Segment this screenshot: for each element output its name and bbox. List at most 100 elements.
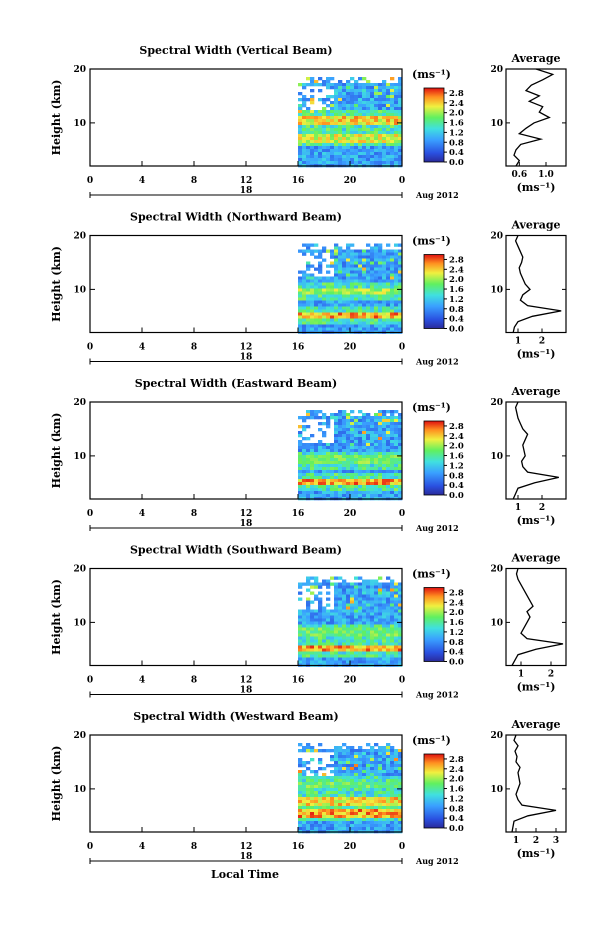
heatmap-cell: [398, 89, 403, 93]
heatmap-cell: [398, 131, 403, 135]
heatmap-cell: [374, 270, 379, 274]
heatmap-cell: [398, 621, 403, 625]
heatmap-cell: [362, 312, 367, 316]
heatmap-cell: [310, 119, 315, 123]
heatmap-cell: [298, 446, 303, 450]
heatmap-cell: [378, 479, 383, 483]
heatmap-cell: [374, 279, 379, 283]
heatmap-cell: [374, 422, 379, 426]
heatmap-cell: [382, 491, 387, 495]
heatmap-cell: [398, 654, 403, 658]
heatmap-cell: [338, 158, 343, 162]
heatmap-cell: [382, 309, 387, 313]
heatmap-cell: [366, 449, 371, 453]
heatmap-cell: [374, 470, 379, 474]
heatmap-cell: [318, 482, 323, 486]
heatmap-cell: [306, 324, 311, 328]
heatmap-cell: [398, 776, 403, 780]
heatmap-cell: [378, 773, 383, 777]
heatmap-cell: [334, 98, 339, 102]
heatmap-cell: [310, 110, 315, 114]
heatmap-cell: [330, 458, 335, 462]
heatmap-cell: [370, 657, 375, 661]
heatmap-cell: [322, 131, 327, 135]
heatmap-cell: [362, 315, 367, 319]
heatmap-cell: [334, 137, 339, 141]
heatmap-cell: [362, 755, 367, 759]
heatmap-cell: [338, 246, 343, 250]
heatmap-cell: [390, 642, 395, 646]
heatmap-cell: [362, 77, 367, 81]
heatmap-cell: [374, 309, 379, 313]
heatmap-cell: [366, 624, 371, 628]
heatmap-cell: [346, 809, 351, 813]
heatmap-cell: [298, 104, 303, 108]
heatmap-cell: [346, 116, 351, 120]
heatmap-cell: [374, 633, 379, 637]
heatmap-cell: [302, 104, 307, 108]
heatmap-cell: [334, 482, 339, 486]
heatmap-cell: [374, 594, 379, 598]
heatmap-cell: [398, 321, 403, 325]
panel-1: Spectral Width (Northward Beam)2010Heigh…: [50, 211, 567, 367]
heatmap-cell: [318, 315, 323, 319]
heatmap-cell: [318, 761, 323, 765]
heatmap-cell: [398, 434, 403, 438]
heatmap-cell: [338, 288, 343, 292]
colorbar-unit: (ms⁻¹): [412, 235, 451, 248]
heatmap-cell: [390, 431, 395, 435]
heatmap-cell: [314, 143, 319, 147]
heatmap-cell: [346, 657, 351, 661]
heatmap-cell: [386, 612, 391, 616]
heatmap-cell: [298, 582, 303, 586]
heatmap-cell: [318, 291, 323, 295]
heatmap-cell: [322, 143, 327, 147]
heatmap-cell: [394, 758, 399, 762]
heatmap-cell: [390, 306, 395, 310]
heatmap-cell: [354, 431, 359, 435]
heatmap-cell: [366, 645, 371, 649]
heatmap-cell: [338, 660, 343, 664]
heatmap-cell: [342, 425, 347, 429]
heatmap-cell: [374, 267, 379, 271]
heatmap-cell: [386, 824, 391, 828]
heatmap-cell: [354, 146, 359, 150]
colorbar-unit: (ms⁻¹): [412, 568, 451, 581]
heatmap-cell: [338, 464, 343, 468]
heatmap-cell: [378, 143, 383, 147]
heatmap-cell: [310, 146, 315, 150]
heatmap-cell: [318, 77, 323, 81]
heatmap-cell: [366, 464, 371, 468]
heatmap-cell: [362, 443, 367, 447]
heatmap-cell: [398, 261, 403, 265]
heatmap-cell: [354, 125, 359, 129]
heatmap-cell: [310, 306, 315, 310]
heatmap-cell: [382, 633, 387, 637]
heatmap-cell: [382, 152, 387, 156]
heatmap-cell: [338, 89, 343, 93]
heatmap-cell: [314, 824, 319, 828]
heatmap-cell: [302, 776, 307, 780]
heatmap-cell: [378, 249, 383, 253]
heatmap-cell: [350, 621, 355, 625]
heatmap-cell: [398, 633, 403, 637]
heatmap-cell: [330, 249, 335, 253]
heatmap-cell: [366, 416, 371, 420]
heatmap-cell: [350, 818, 355, 822]
heatmap-cell: [398, 606, 403, 610]
heatmap-cell: [398, 464, 403, 468]
heatmap-cell: [346, 618, 351, 622]
heatmap-cell: [378, 491, 383, 495]
heatmap-cell: [358, 431, 363, 435]
heatmap-cell: [358, 642, 363, 646]
heatmap-cell: [326, 636, 331, 640]
heatmap-cell: [386, 137, 391, 141]
profile-y-tick-label: 20: [490, 565, 503, 575]
heatmap-cell: [386, 267, 391, 271]
heatmap-cell: [314, 470, 319, 474]
heatmap-cell: [354, 92, 359, 96]
heatmap-cell: [342, 657, 347, 661]
heatmap-cell: [346, 764, 351, 768]
heatmap-cell: [346, 645, 351, 649]
heatmap-cell: [382, 261, 387, 265]
